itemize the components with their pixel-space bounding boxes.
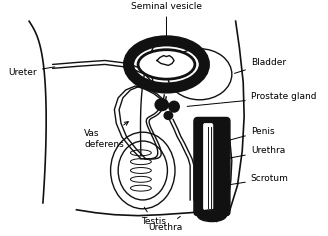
Ellipse shape — [198, 211, 226, 221]
Text: Vas
deferens: Vas deferens — [84, 122, 128, 149]
Text: Bladder: Bladder — [235, 58, 286, 73]
Text: Urethra: Urethra — [229, 146, 285, 158]
Ellipse shape — [155, 99, 168, 111]
Text: Testis: Testis — [141, 207, 166, 226]
Text: Scrotum: Scrotum — [229, 174, 289, 185]
Text: Urethra: Urethra — [149, 216, 183, 232]
Text: Penis: Penis — [229, 127, 275, 140]
Ellipse shape — [138, 50, 195, 79]
FancyBboxPatch shape — [203, 123, 213, 210]
Text: Prostate gland: Prostate gland — [187, 92, 316, 106]
Text: Ureter: Ureter — [8, 67, 55, 77]
FancyBboxPatch shape — [194, 118, 230, 216]
Ellipse shape — [169, 101, 179, 112]
Ellipse shape — [164, 112, 173, 119]
Text: Seminal vesicle: Seminal vesicle — [131, 2, 202, 40]
